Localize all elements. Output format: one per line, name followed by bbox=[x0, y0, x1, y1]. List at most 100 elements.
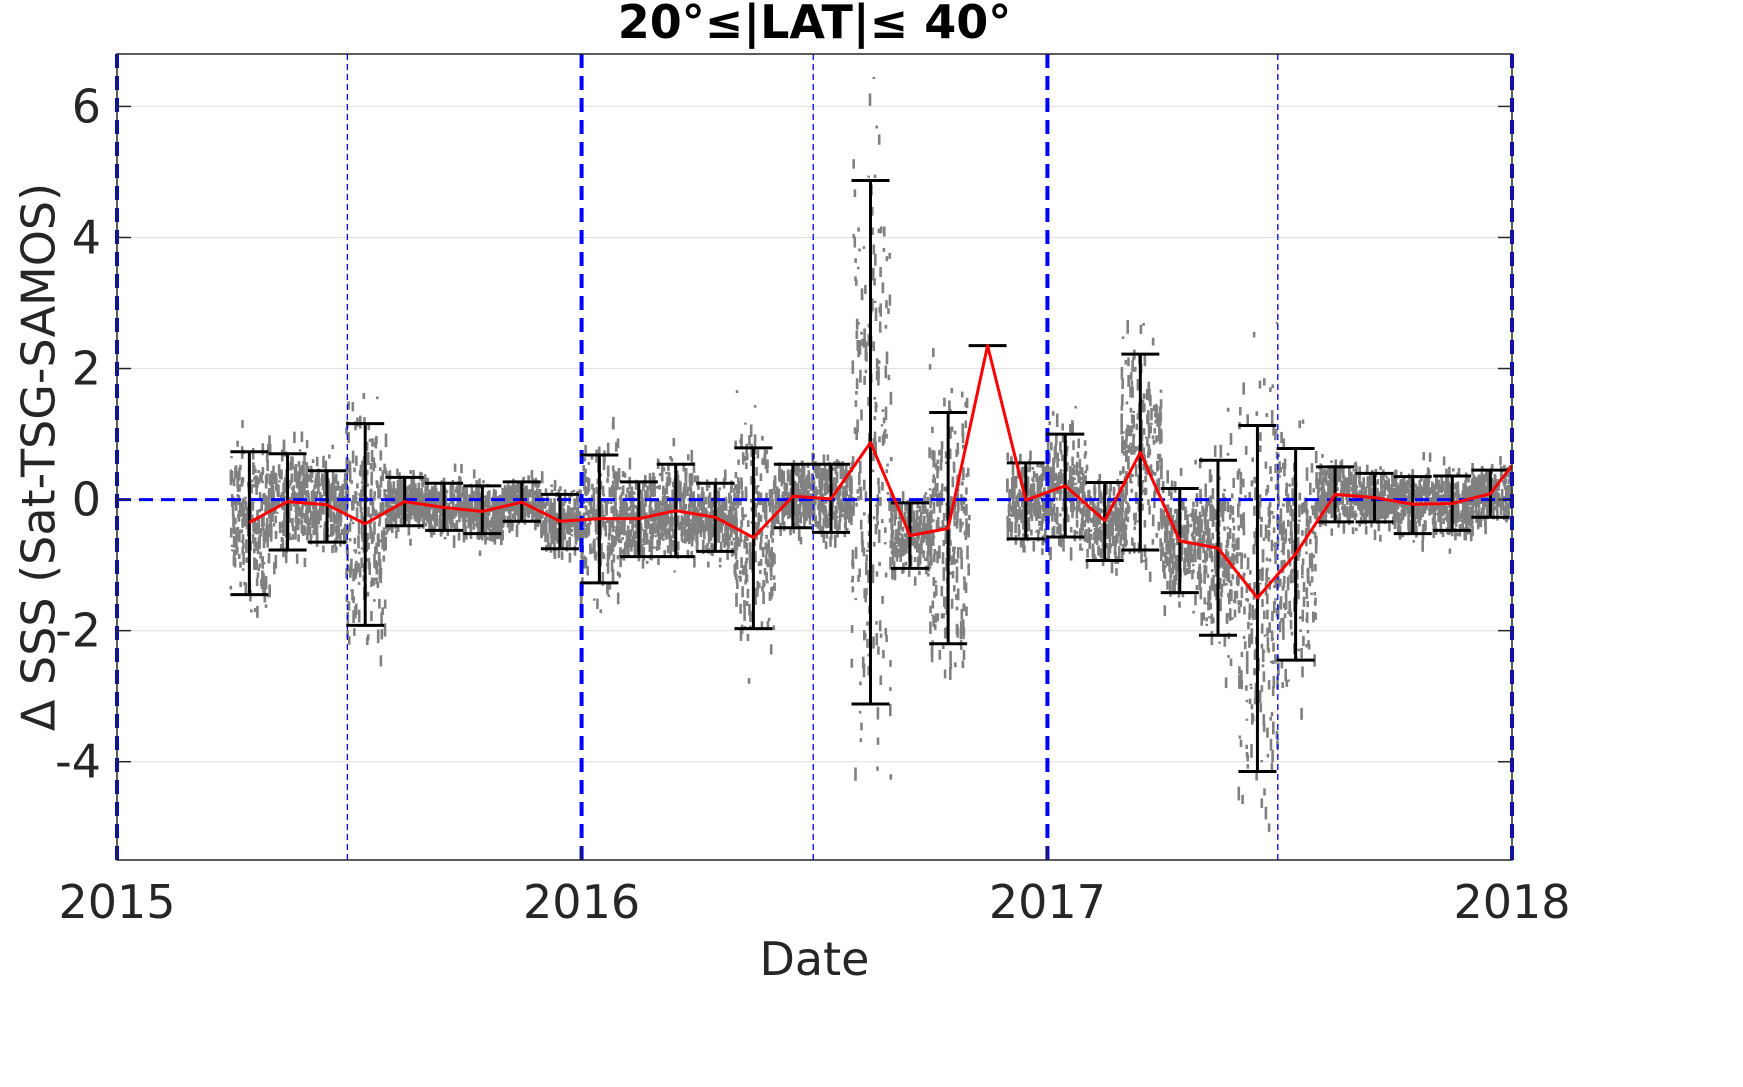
data-point bbox=[885, 433, 888, 439]
data-point bbox=[840, 485, 843, 490]
data-point bbox=[632, 491, 636, 495]
data-point bbox=[253, 560, 256, 570]
data-point bbox=[608, 518, 611, 532]
data-point bbox=[941, 552, 945, 564]
data-point bbox=[366, 469, 369, 476]
data-point bbox=[329, 505, 333, 519]
data-point bbox=[583, 477, 586, 491]
data-point bbox=[932, 479, 935, 483]
data-point bbox=[315, 456, 319, 467]
data-point bbox=[1055, 497, 1059, 501]
data-point bbox=[961, 660, 965, 669]
data-point bbox=[887, 374, 891, 381]
data-point bbox=[693, 555, 696, 568]
data-point bbox=[281, 529, 284, 533]
data-point bbox=[703, 508, 707, 512]
data-point bbox=[498, 522, 501, 528]
data-point bbox=[594, 509, 597, 518]
data-point bbox=[634, 479, 638, 490]
data-point bbox=[1077, 487, 1081, 490]
data-point bbox=[293, 466, 297, 479]
data-point bbox=[758, 531, 761, 536]
data-point bbox=[928, 488, 932, 491]
data-point bbox=[663, 501, 667, 512]
data-point bbox=[666, 545, 670, 554]
data-point bbox=[299, 469, 303, 475]
data-point bbox=[610, 501, 613, 504]
data-point bbox=[954, 662, 957, 668]
data-point bbox=[673, 570, 676, 573]
data-point bbox=[602, 522, 605, 528]
data-point bbox=[932, 474, 936, 479]
data-point bbox=[729, 486, 733, 493]
data-point bbox=[950, 598, 954, 609]
data-point bbox=[1019, 453, 1022, 463]
data-point bbox=[307, 492, 310, 499]
data-point bbox=[1095, 536, 1099, 545]
data-point bbox=[331, 474, 335, 485]
data-point bbox=[891, 500, 895, 511]
data-point bbox=[257, 477, 261, 484]
data-point bbox=[938, 650, 942, 660]
data-point bbox=[265, 449, 269, 463]
data-point bbox=[384, 517, 388, 529]
data-point bbox=[1083, 440, 1087, 446]
data-point bbox=[734, 440, 737, 450]
data-point bbox=[700, 517, 703, 525]
data-point bbox=[311, 489, 315, 493]
data-point bbox=[825, 533, 829, 539]
data-point bbox=[891, 554, 895, 566]
data-point bbox=[652, 472, 655, 477]
data-point bbox=[306, 533, 309, 541]
data-point bbox=[615, 447, 618, 452]
data-point bbox=[238, 553, 241, 559]
data-point bbox=[1085, 510, 1088, 522]
data-point bbox=[707, 484, 711, 488]
data-point bbox=[877, 646, 880, 655]
data-point bbox=[926, 551, 929, 562]
data-point bbox=[309, 477, 312, 482]
data-point bbox=[1109, 543, 1113, 548]
data-point bbox=[833, 515, 837, 520]
data-point bbox=[553, 498, 556, 512]
data-point bbox=[1080, 501, 1084, 505]
data-point bbox=[388, 482, 391, 489]
data-point bbox=[855, 502, 858, 507]
data-point bbox=[884, 527, 887, 533]
data-point bbox=[459, 508, 463, 518]
data-point bbox=[826, 517, 830, 528]
data-point bbox=[918, 555, 921, 566]
data-point bbox=[561, 534, 565, 548]
data-point bbox=[933, 553, 936, 563]
data-point bbox=[552, 535, 555, 545]
data-point bbox=[806, 505, 809, 515]
data-point bbox=[877, 485, 881, 494]
data-point bbox=[940, 441, 944, 450]
data-point bbox=[1053, 482, 1056, 493]
data-point bbox=[504, 506, 508, 512]
data-point bbox=[860, 531, 864, 546]
data-point bbox=[710, 526, 714, 532]
data-point bbox=[852, 507, 855, 516]
data-point bbox=[848, 506, 852, 519]
data-point bbox=[258, 534, 261, 549]
data-point bbox=[619, 524, 623, 528]
data-point bbox=[522, 487, 525, 502]
data-point bbox=[279, 544, 283, 551]
data-point bbox=[1108, 521, 1112, 524]
data-point bbox=[831, 467, 835, 471]
data-point bbox=[306, 520, 310, 535]
data-point bbox=[315, 476, 319, 484]
data-point bbox=[1056, 506, 1059, 517]
data-point bbox=[662, 538, 665, 541]
data-point bbox=[333, 487, 337, 497]
data-point bbox=[548, 525, 551, 529]
data-point bbox=[929, 621, 932, 634]
data-point bbox=[1114, 498, 1118, 512]
data-point bbox=[303, 557, 307, 568]
data-point bbox=[454, 490, 457, 493]
data-point bbox=[906, 500, 909, 514]
data-point bbox=[420, 488, 423, 502]
data-point bbox=[353, 549, 356, 552]
data-point bbox=[717, 500, 721, 506]
